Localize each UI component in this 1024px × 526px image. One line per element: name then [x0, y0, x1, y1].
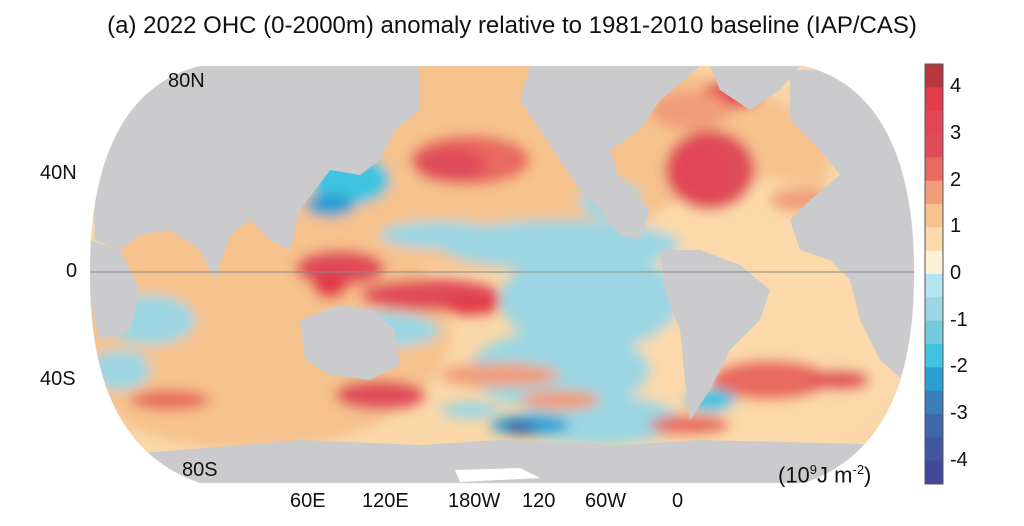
cool-anomaly-region — [305, 193, 355, 217]
warm-anomaly-region — [520, 390, 600, 410]
warm-anomaly-region — [810, 370, 870, 390]
greenland-landmass — [710, 66, 800, 110]
colorbar-level — [925, 250, 943, 275]
australia-landmass — [300, 305, 400, 380]
figure-title: (a) 2022 OHC (0-2000m) anomaly relative … — [107, 12, 917, 39]
cool-anomaly-region — [380, 221, 500, 249]
colorbar-tick-label: -1 — [950, 308, 968, 331]
colorbar-level — [925, 297, 943, 322]
colorbar-level — [925, 274, 943, 298]
warm-anomaly-region — [675, 150, 725, 200]
colorbar-level — [925, 390, 943, 415]
colorbar-tick-label: -3 — [950, 402, 968, 424]
warm-anomaly-region — [710, 360, 830, 400]
colorbar-level — [925, 134, 943, 158]
lat-label-80n: 80N — [168, 70, 205, 92]
lon-label-120w: 120 — [522, 490, 556, 512]
lon-label-60w: 60W — [585, 490, 627, 512]
ross-ice-shelf — [455, 468, 540, 482]
colorbar-tick-label: 3 — [950, 122, 962, 144]
cool-anomaly-region — [90, 350, 150, 390]
colorbar — [924, 63, 944, 485]
warm-anomaly-region — [415, 147, 485, 183]
africa-west-landmass — [90, 240, 140, 340]
colorbar-level — [925, 414, 943, 438]
colorbar-level — [925, 64, 943, 88]
south-america-landmass — [660, 250, 770, 420]
warm-anomaly-region — [650, 90, 730, 130]
lon-label-180w: 180W — [448, 490, 501, 512]
colorbar-tick-label: 0 — [950, 262, 962, 284]
colorbar-tick-label: 4 — [950, 75, 962, 98]
cool-anomaly-region — [470, 330, 650, 410]
europe-africa-east-landmass — [790, 70, 914, 390]
lon-label-60e: 60E — [290, 490, 326, 512]
lon-label-0: 0 — [672, 490, 684, 512]
map-border — [89, 65, 915, 484]
warm-anomaly-region — [312, 271, 348, 299]
colorbar-tick-label: -2 — [950, 355, 968, 378]
asia-europe-landmass — [90, 66, 420, 280]
warm-anomaly-region — [650, 415, 730, 435]
colorbar-level — [925, 157, 943, 182]
lat-label-80s: 80S — [182, 459, 218, 481]
colorbar-frame — [924, 63, 944, 485]
colorbar-level — [925, 367, 943, 392]
colorbar-tick-label: 2 — [950, 168, 962, 191]
lon-label-120e: 120E — [362, 490, 409, 512]
antarctica-landmass — [120, 440, 900, 483]
colorbar-level — [925, 437, 943, 462]
warm-anomaly-region — [440, 295, 500, 315]
lat-label-0: 0 — [66, 260, 78, 282]
colorbar-tick-label: 1 — [950, 215, 962, 238]
lat-label-40n: 40N — [40, 162, 77, 184]
cool-anomaly-region — [500, 250, 680, 350]
cool-anomaly-region — [440, 402, 500, 418]
colorbar-units: (109J m-2) — [778, 462, 872, 488]
cool-anomaly-region — [505, 422, 535, 434]
north-america-landmass — [520, 66, 700, 240]
warm-anomaly-region — [335, 380, 425, 410]
colorbar-level — [925, 180, 943, 205]
lat-label-40s: 40S — [40, 368, 76, 390]
colorbar-level — [925, 110, 943, 135]
colorbar-level — [925, 204, 943, 228]
colorbar-level — [925, 344, 943, 368]
warm-anomaly-region — [440, 363, 560, 387]
warm-anomaly-region — [130, 390, 210, 410]
colorbar-level — [925, 460, 943, 485]
colorbar-tick-label: -4 — [950, 448, 968, 471]
colorbar-level — [925, 320, 943, 345]
colorbar-level — [925, 227, 943, 252]
colorbar-level — [925, 87, 943, 112]
